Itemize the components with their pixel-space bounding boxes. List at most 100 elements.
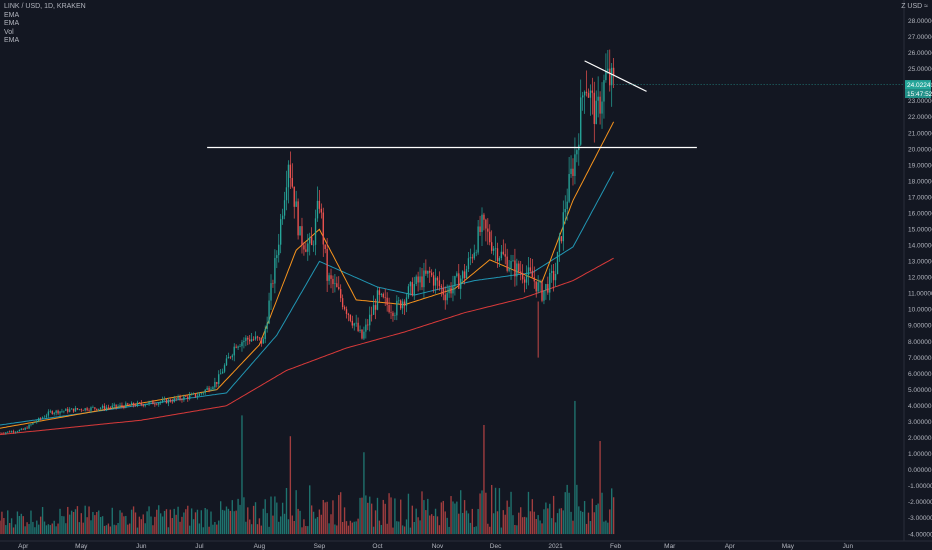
- volume-bar: [591, 498, 594, 535]
- candle-body: [597, 96, 599, 101]
- volume-bar: [270, 496, 272, 535]
- candle-body: [612, 67, 615, 76]
- candle-body: [12, 431, 15, 433]
- candle-body: [125, 403, 127, 408]
- volume-bar: [285, 487, 288, 535]
- volume-bar: [5, 525, 7, 535]
- price-tick-label: -2.00000: [908, 499, 932, 506]
- currency-label[interactable]: Z USD ≈: [901, 3, 928, 10]
- volume-bar: [401, 525, 404, 535]
- volume-bar: [287, 519, 290, 535]
- candle-body: [239, 346, 241, 347]
- volume-bar: [223, 510, 226, 535]
- candle-body: [506, 256, 508, 271]
- candle-body: [219, 373, 222, 375]
- candle-body: [305, 249, 307, 252]
- price-tick-label: 5.00000: [908, 387, 932, 394]
- volume-bar: [332, 500, 334, 535]
- candle-body: [351, 320, 353, 326]
- price-tick-label: 9.00000: [908, 323, 932, 330]
- volume-bar: [448, 526, 450, 535]
- candle-body: [432, 275, 435, 286]
- candle-body: [386, 297, 388, 305]
- candle-body: [552, 271, 555, 281]
- volume-bar: [260, 525, 263, 535]
- candle-body: [233, 346, 235, 356]
- candle-body: [175, 398, 177, 399]
- volume-bar: [492, 513, 495, 535]
- candle-body: [328, 275, 330, 281]
- volume-bar: [595, 505, 597, 535]
- volume-bar: [138, 516, 141, 535]
- candle-body: [547, 284, 549, 293]
- candle-body: [324, 244, 326, 250]
- symbol-title[interactable]: LINK / USD, 1D, KRAKEN: [4, 3, 86, 10]
- volume-bar: [154, 516, 156, 535]
- candle-body: [427, 270, 429, 274]
- candle-body: [111, 405, 113, 408]
- candle-body: [537, 282, 539, 292]
- volume-bar: [400, 499, 402, 535]
- volume-bar: [417, 517, 419, 535]
- volume-bar: [521, 517, 524, 535]
- volume-bar: [105, 525, 108, 535]
- volume-bar: [7, 510, 9, 535]
- volume-bar: [225, 506, 228, 535]
- indicator-ema-fast[interactable]: EMA: [4, 11, 20, 19]
- volume-bar: [419, 520, 421, 535]
- candle-body: [477, 226, 479, 253]
- volume-bar: [86, 517, 88, 535]
- candle-body: [76, 408, 79, 410]
- candle-body: [132, 402, 135, 406]
- volume-bar: [450, 496, 452, 535]
- indicator-volume[interactable]: Vol: [4, 28, 14, 36]
- volume-bar: [477, 508, 479, 535]
- candle-body: [202, 392, 204, 394]
- candle-body: [22, 428, 24, 430]
- candle-body: [440, 286, 443, 288]
- candle-body: [529, 267, 532, 271]
- indicator-ema-mid[interactable]: EMA: [4, 20, 20, 28]
- candle-body: [558, 236, 561, 253]
- candle-body: [539, 282, 541, 283]
- volume-bar: [142, 514, 144, 535]
- candle-body: [276, 255, 278, 259]
- volume-bar: [309, 485, 311, 535]
- volume-bar: [156, 509, 158, 535]
- volume-bar: [461, 512, 464, 535]
- candle-body: [535, 281, 537, 292]
- volume-bar: [370, 503, 373, 535]
- time-tick-label: May: [782, 543, 795, 550]
- indicator-ema-slow[interactable]: EMA: [4, 37, 20, 45]
- volume-bar: [74, 509, 77, 535]
- volume-bar: [456, 501, 458, 535]
- volume-bar: [494, 487, 497, 535]
- candle-body: [370, 314, 373, 316]
- price-tick-label: 16.00000: [908, 210, 932, 217]
- volume-bar: [363, 452, 365, 535]
- candle-body: [297, 201, 299, 236]
- price-tick-label: 15.00000: [908, 227, 932, 234]
- candle-body: [508, 268, 510, 271]
- volume-bar: [152, 525, 154, 535]
- candle-body: [185, 396, 187, 398]
- volume-bar: [574, 400, 576, 535]
- candle-body: [316, 200, 319, 219]
- candle-body: [353, 323, 355, 326]
- volume-bar: [113, 524, 115, 535]
- volume-bar: [303, 519, 305, 535]
- volume-bar: [210, 511, 212, 535]
- volume-bar: [14, 524, 17, 535]
- volume-bar: [82, 522, 84, 535]
- volume-bar: [469, 522, 472, 535]
- candle-body: [601, 101, 603, 114]
- candle-body: [187, 396, 189, 399]
- candle-body: [417, 276, 419, 283]
- volume-bar: [413, 521, 415, 535]
- price-tick-label: 27.00000: [908, 34, 932, 41]
- candle-body: [96, 408, 98, 410]
- volume-bar: [262, 508, 264, 535]
- volume-bar: [202, 527, 204, 535]
- candle-body: [514, 260, 516, 277]
